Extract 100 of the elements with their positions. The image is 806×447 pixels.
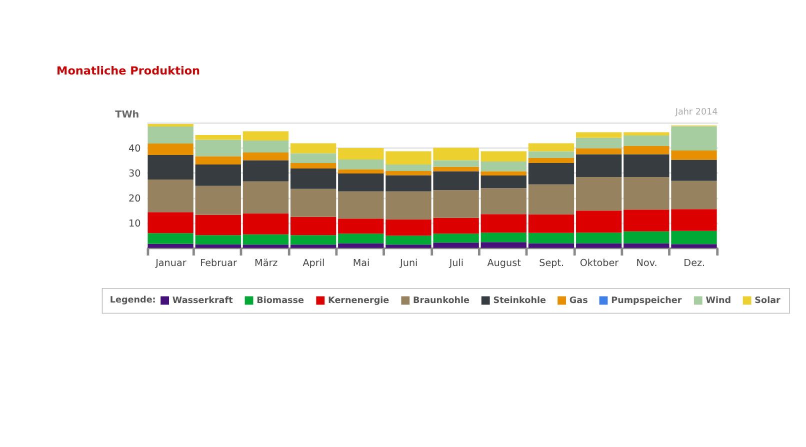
bar [528, 163, 574, 184]
bar [338, 243, 384, 248]
bar [195, 244, 241, 248]
bar [480, 176, 526, 188]
bar [576, 177, 622, 211]
bar [671, 160, 717, 181]
bar [242, 131, 289, 141]
bar [576, 138, 622, 148]
x-tick-label: Oktober [580, 258, 619, 269]
bar [528, 214, 574, 233]
bar [480, 232, 526, 242]
x-tick-label: Februar [200, 258, 238, 269]
bar [624, 132, 670, 136]
bar [480, 171, 526, 176]
bar [338, 218, 384, 234]
legend-label: Solar [754, 296, 782, 306]
bar [195, 140, 241, 156]
bar [671, 230, 717, 244]
bar [242, 160, 289, 182]
bar [242, 181, 289, 214]
bar [290, 188, 336, 217]
bar [624, 146, 670, 154]
legend-label: Braunkohle [413, 296, 470, 306]
bar [148, 180, 194, 212]
bar [338, 234, 384, 244]
bar [148, 155, 194, 180]
bar [624, 177, 670, 210]
x-tick-label: Nov. [636, 258, 658, 269]
bar [148, 144, 194, 156]
bar [671, 150, 717, 160]
x-tick-label: August [487, 258, 522, 269]
bar [195, 164, 241, 186]
x-tick-label: März [254, 258, 278, 269]
legend-label: Wasserkraft [172, 296, 234, 306]
legend-label: Steinkohle [493, 296, 546, 306]
bar [338, 169, 384, 174]
legend-label: Kernenergie [328, 296, 390, 306]
bar [528, 232, 574, 244]
bar [290, 235, 336, 245]
bar [480, 242, 526, 248]
bar [480, 162, 526, 172]
bar [480, 188, 526, 214]
bar [576, 232, 622, 244]
bar [148, 233, 194, 244]
x-tick-label: Januar [154, 258, 186, 269]
bar [624, 243, 670, 248]
bar [290, 153, 336, 164]
bar [290, 168, 336, 189]
bar [338, 191, 384, 219]
bar [195, 135, 241, 140]
bar [624, 136, 670, 146]
bar [576, 154, 622, 178]
y-tick-label: 40 [128, 143, 141, 154]
y-axis-title: TWh [115, 110, 140, 121]
x-tick-label: April [302, 258, 325, 269]
chart-title: Monatliche Produktion [56, 64, 200, 78]
legend-label: Gas [569, 296, 588, 306]
legend-label: Biomasse [256, 296, 304, 306]
y-tick-label: 30 [128, 168, 141, 180]
bar [242, 152, 289, 160]
bar [290, 244, 336, 248]
bar [576, 132, 622, 138]
bar [290, 143, 336, 154]
bar [148, 212, 194, 234]
bar [338, 148, 384, 160]
x-tick-label: Sept. [539, 258, 564, 269]
bar [195, 186, 241, 215]
legend-label: Pumpspeicher [611, 296, 682, 306]
x-tick-label: Dez. [684, 258, 706, 269]
bar [242, 234, 289, 245]
text: Jahr 2014 [674, 108, 718, 118]
legend-label: Wind [706, 296, 732, 306]
bar [576, 243, 622, 248]
bar [624, 210, 670, 232]
bar [671, 180, 717, 210]
x-tick-label: Juli [448, 258, 464, 269]
bar [242, 140, 289, 153]
bar [195, 235, 241, 244]
bar [148, 244, 194, 248]
bar [528, 143, 574, 152]
y-tick-label: 10 [128, 218, 141, 230]
bar [671, 244, 717, 248]
x-tick-label: Mai [352, 258, 370, 269]
bar [242, 244, 289, 248]
bar [528, 243, 574, 248]
bar [671, 126, 717, 151]
bar [528, 151, 574, 158]
bar [528, 158, 574, 164]
bar [195, 214, 241, 236]
bar [242, 213, 289, 234]
bar [148, 124, 194, 127]
bar [290, 216, 336, 236]
x-tick-label: Juni [399, 258, 418, 269]
legend-title: Legende: [110, 295, 156, 306]
bar [624, 154, 670, 178]
bar [148, 126, 194, 144]
bar [671, 209, 717, 231]
bar [528, 184, 574, 214]
bar [480, 151, 526, 162]
y-tick-label: 20 [128, 193, 141, 204]
